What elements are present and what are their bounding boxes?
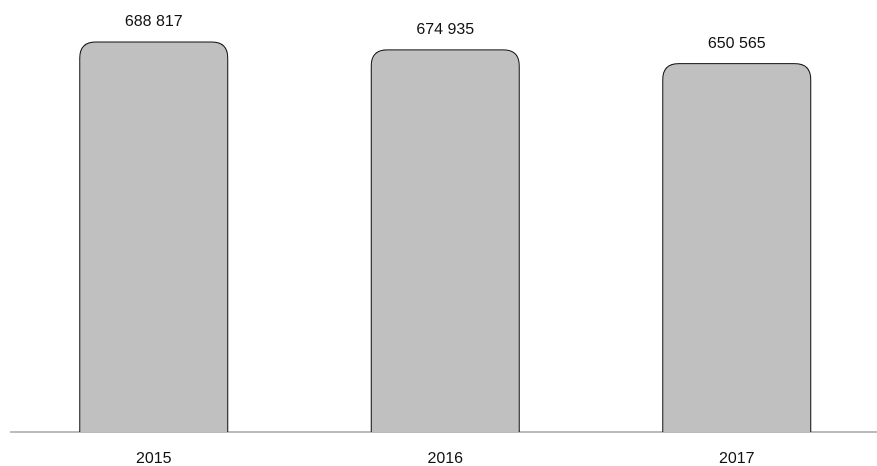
value-label: 650 565 [708,35,766,52]
x-tick-label: 2017 [719,450,755,466]
value-label: 674 935 [416,21,474,38]
value-label: 688 817 [125,13,183,30]
bar [79,41,229,432]
x-tick-label: 2015 [136,450,172,466]
bar [662,63,812,432]
x-tick-label: 2016 [427,450,463,466]
bar [370,49,520,432]
